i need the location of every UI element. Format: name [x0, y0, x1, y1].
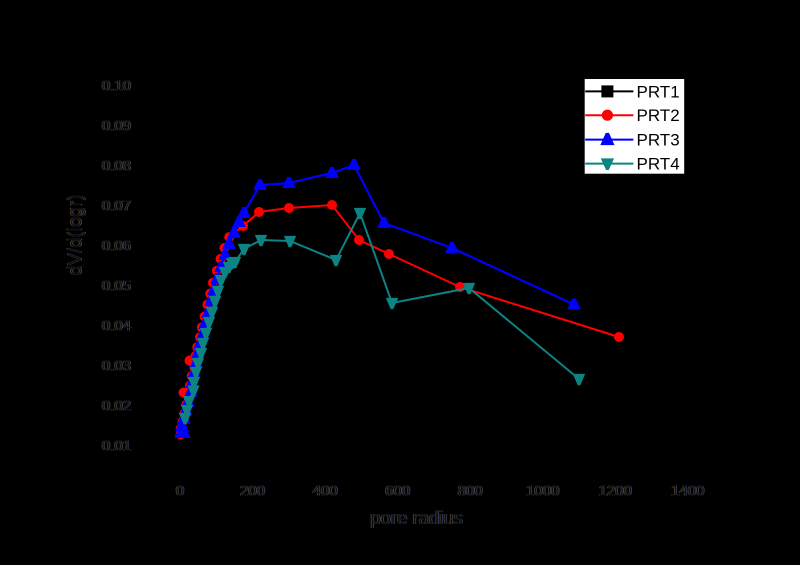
svg-text:PRT4: PRT4	[637, 155, 680, 174]
svg-text:PRT3: PRT3	[637, 131, 680, 150]
svg-text:PRT2: PRT2	[637, 106, 680, 125]
svg-text:PRT1: PRT1	[637, 82, 680, 101]
